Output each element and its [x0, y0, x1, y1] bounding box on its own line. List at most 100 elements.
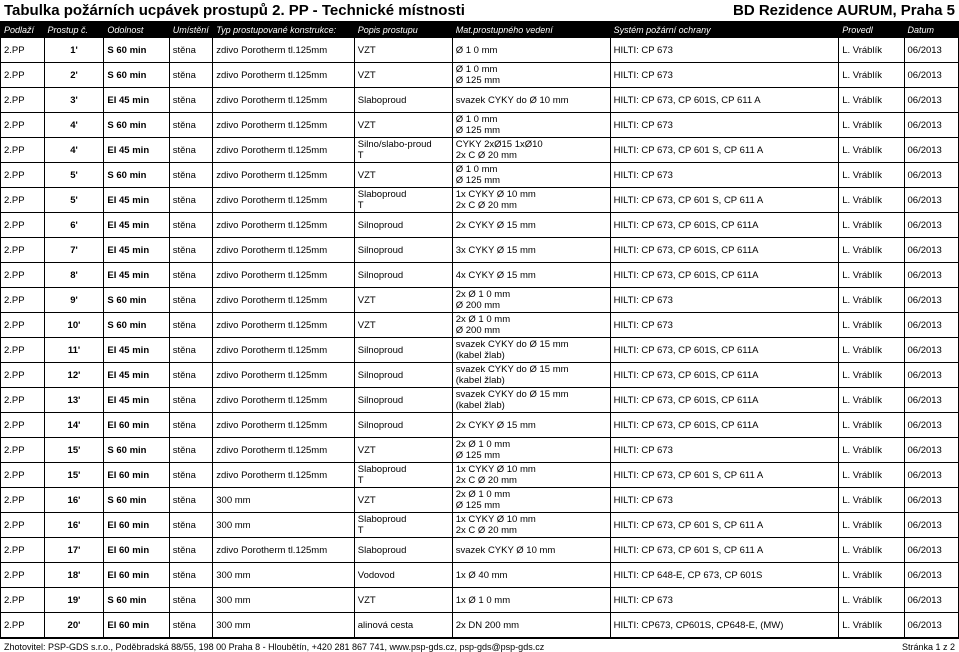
cell: S 60 min — [104, 588, 169, 613]
cell: 06/2013 — [904, 338, 959, 363]
col-header: Mat.prostupného vedení — [452, 23, 610, 38]
cell: 06/2013 — [904, 288, 959, 313]
cell: stěna — [169, 513, 213, 538]
cell: svazek CYKY do Ø 15 mm (kabel žlab) — [452, 388, 610, 413]
cell: stěna — [169, 538, 213, 563]
cell: HILTI: CP 673 — [610, 113, 839, 138]
col-header: Odolnost — [104, 23, 169, 38]
cell: 6' — [44, 213, 104, 238]
cell: L. Vráblík — [839, 238, 904, 263]
col-header: Podlaží — [1, 23, 45, 38]
cell: HILTI: CP 673 — [610, 588, 839, 613]
cell: 11' — [44, 338, 104, 363]
cell: 06/2013 — [904, 163, 959, 188]
cell: Silnoproud — [354, 338, 452, 363]
cell: 06/2013 — [904, 563, 959, 588]
cell: S 60 min — [104, 63, 169, 88]
cell: stěna — [169, 63, 213, 88]
table-header-row: PodlažíProstup č.OdolnostUmístěníTyp pro… — [1, 23, 959, 38]
cell: EI 45 min — [104, 213, 169, 238]
table-row: 2.PP9'S 60 minstěnazdivo Porotherm tl.12… — [1, 288, 959, 313]
cell: 2.PP — [1, 238, 45, 263]
cell: zdivo Porotherm tl.125mm — [213, 413, 355, 438]
cell: stěna — [169, 313, 213, 338]
cell: zdivo Porotherm tl.125mm — [213, 363, 355, 388]
cell: HILTI: CP 673, CP 601S, CP 611A — [610, 213, 839, 238]
cell: 12' — [44, 363, 104, 388]
cell: svazek CYKY do Ø 15 mm (kabel žlab) — [452, 338, 610, 363]
cell: EI 60 min — [104, 413, 169, 438]
cell: zdivo Porotherm tl.125mm — [213, 388, 355, 413]
cell: zdivo Porotherm tl.125mm — [213, 213, 355, 238]
cell: VZT — [354, 313, 452, 338]
cell: stěna — [169, 213, 213, 238]
cell: stěna — [169, 163, 213, 188]
footer-right: Stránka 1 z 2 — [902, 642, 955, 652]
cell: stěna — [169, 138, 213, 163]
cell: 7' — [44, 238, 104, 263]
cell: 10' — [44, 313, 104, 338]
table-row: 2.PP17'EI 60 minstěnazdivo Porotherm tl.… — [1, 538, 959, 563]
col-header: Typ prostupované konstrukce: — [213, 23, 355, 38]
cell: zdivo Porotherm tl.125mm — [213, 463, 355, 488]
cell: 1x CYKY Ø 10 mm 2x C Ø 20 mm — [452, 463, 610, 488]
cell: zdivo Porotherm tl.125mm — [213, 38, 355, 63]
cell: EI 45 min — [104, 238, 169, 263]
cell: 06/2013 — [904, 388, 959, 413]
cell: 2.PP — [1, 413, 45, 438]
cell: 5' — [44, 188, 104, 213]
cell: L. Vráblík — [839, 388, 904, 413]
cell: EI 60 min — [104, 513, 169, 538]
cell: S 60 min — [104, 113, 169, 138]
cell: L. Vráblík — [839, 338, 904, 363]
cell: L. Vráblík — [839, 363, 904, 388]
table-row: 2.PP8'EI 45 minstěnazdivo Porotherm tl.1… — [1, 263, 959, 288]
cell: HILTI: CP 673, CP 601 S, CP 611 A — [610, 513, 839, 538]
cell: zdivo Porotherm tl.125mm — [213, 138, 355, 163]
cell: 2.PP — [1, 563, 45, 588]
cell: stěna — [169, 563, 213, 588]
cell: 06/2013 — [904, 413, 959, 438]
cell: stěna — [169, 263, 213, 288]
cell: HILTI: CP 673 — [610, 38, 839, 63]
cell: 06/2013 — [904, 588, 959, 613]
cell: Slaboproud T — [354, 513, 452, 538]
cell: 2.PP — [1, 588, 45, 613]
cell: CYKY 2xØ15 1xØ10 2x C Ø 20 mm — [452, 138, 610, 163]
cell: HILTI: CP 673, CP 601 S, CP 611 A — [610, 188, 839, 213]
cell: HILTI: CP 673, CP 601S, CP 611A — [610, 238, 839, 263]
cell: 2x CYKY Ø 15 mm — [452, 413, 610, 438]
cell: 2x CYKY Ø 15 mm — [452, 213, 610, 238]
table-row: 2.PP15'S 60 minstěnazdivo Porotherm tl.1… — [1, 438, 959, 463]
table-row: 2.PP1'S 60 minstěnazdivo Porotherm tl.12… — [1, 38, 959, 63]
cell: 2.PP — [1, 388, 45, 413]
cell: 5' — [44, 163, 104, 188]
table-row: 2.PP4'S 60 minstěnazdivo Porotherm tl.12… — [1, 113, 959, 138]
cell: HILTI: CP 648-E, CP 673, CP 601S — [610, 563, 839, 588]
cell: L. Vráblík — [839, 138, 904, 163]
cell: VZT — [354, 488, 452, 513]
cell: L. Vráblík — [839, 88, 904, 113]
cell: EI 60 min — [104, 613, 169, 638]
cell: VZT — [354, 163, 452, 188]
footer-left: Zhotovitel: PSP-GDS s.r.o., Poděbradská … — [4, 642, 544, 652]
cell: 06/2013 — [904, 38, 959, 63]
cell: S 60 min — [104, 313, 169, 338]
cell: L. Vráblík — [839, 313, 904, 338]
cell: stěna — [169, 588, 213, 613]
cell: EI 45 min — [104, 188, 169, 213]
table-row: 2.PP16'EI 60 minstěna300 mmSlaboproud T1… — [1, 513, 959, 538]
cell: EI 60 min — [104, 463, 169, 488]
cell: 06/2013 — [904, 238, 959, 263]
cell: stěna — [169, 613, 213, 638]
cell: 06/2013 — [904, 463, 959, 488]
cell: 1x CYKY Ø 10 mm 2x C Ø 20 mm — [452, 513, 610, 538]
table-row: 2.PP12'EI 45 minstěnazdivo Porotherm tl.… — [1, 363, 959, 388]
table-row: 2.PP15'EI 60 minstěnazdivo Porotherm tl.… — [1, 463, 959, 488]
cell: HILTI: CP 673 — [610, 288, 839, 313]
cell: stěna — [169, 88, 213, 113]
cell: stěna — [169, 463, 213, 488]
cell: L. Vráblík — [839, 463, 904, 488]
cell: VZT — [354, 63, 452, 88]
cell: L. Vráblík — [839, 38, 904, 63]
